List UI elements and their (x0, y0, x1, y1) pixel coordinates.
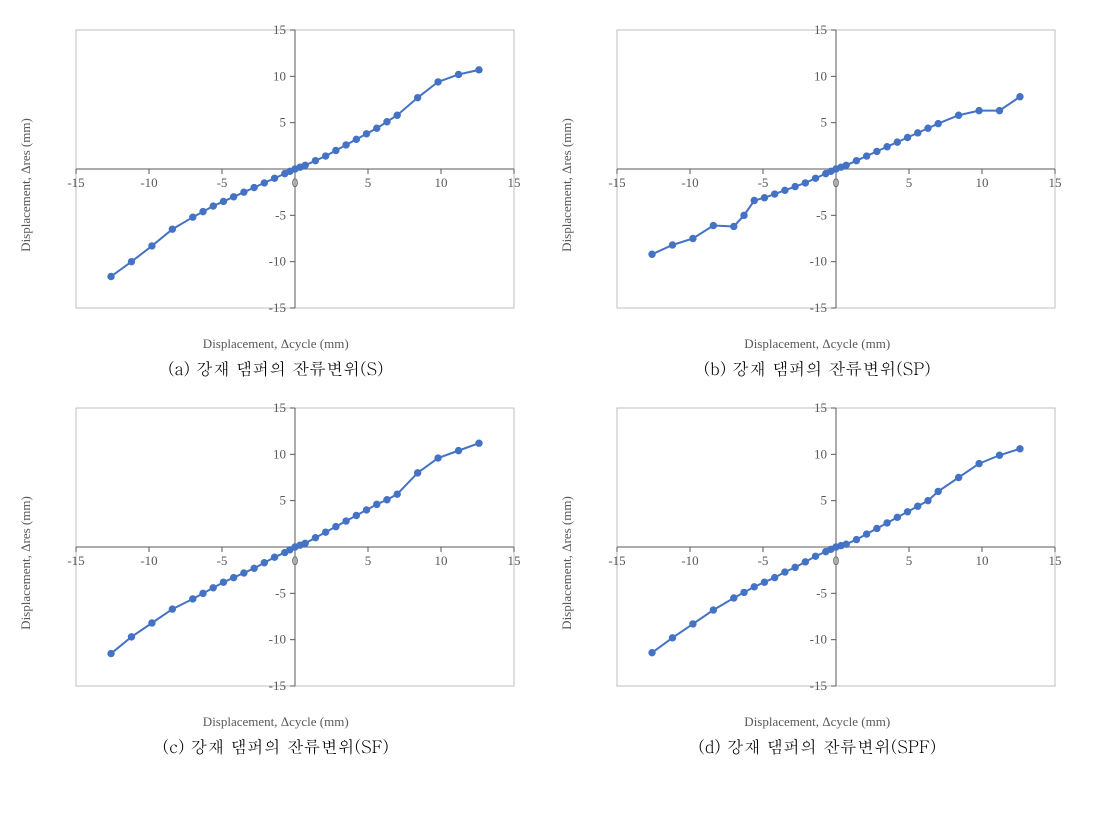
svg-text:-10: -10 (682, 553, 699, 568)
svg-text:5: 5 (279, 115, 286, 130)
svg-text:15: 15 (814, 22, 827, 37)
chart-svg-c: -15 -10 -5 0 5 10 15 -15 -10 -5 5 10 15 (26, 398, 526, 708)
chart-wrap-d: Displacement, Δres (mm) -15-10-5051015-1… (567, 398, 1067, 728)
svg-text:5: 5 (821, 115, 828, 130)
svg-text:-15: -15 (609, 553, 626, 568)
svg-text:15: 15 (814, 400, 827, 415)
svg-text:5: 5 (821, 493, 828, 508)
svg-text:-10: -10 (682, 175, 699, 190)
chart-svg-a: -15 -10 -5 0 5 10 15 -15 -10 -5 5 10 15 (26, 20, 526, 330)
svg-text:10: 10 (976, 175, 989, 190)
svg-text:-5: -5 (816, 207, 827, 222)
svg-text:15: 15 (507, 175, 520, 190)
svg-text:10: 10 (273, 446, 286, 461)
svg-text:15: 15 (273, 22, 286, 37)
panel-a: Displacement, Δres (mm) -15-10-5051015-1… (20, 20, 532, 380)
chart-svg-d: -15 -10 -5 0 5 10 15 -15 -10 -5 5 10 15 (567, 398, 1067, 708)
caption-d: (d) 강재 댐퍼의 잔류변위(SPF) (698, 734, 936, 758)
svg-text:5: 5 (365, 175, 372, 190)
ylabel-b: Displacement, Δres (mm) (559, 118, 575, 252)
xlabel-a: Displacement, Δcycle (mm) (203, 336, 349, 352)
panel-b: Displacement, Δres (mm) -15-10-5051015-1… (562, 20, 1074, 380)
svg-text:-5: -5 (216, 175, 227, 190)
svg-text:5: 5 (906, 553, 913, 568)
svg-text:-10: -10 (268, 254, 285, 269)
svg-text:-15: -15 (67, 175, 84, 190)
svg-text:-5: -5 (216, 553, 227, 568)
svg-text:-5: -5 (816, 585, 827, 600)
svg-text:15: 15 (273, 400, 286, 415)
svg-text:5: 5 (365, 553, 372, 568)
svg-text:-15: -15 (810, 300, 827, 315)
chart-wrap-c: Displacement, Δres (mm) -15-10-5051015-1… (26, 398, 526, 728)
svg-text:-5: -5 (758, 175, 769, 190)
xlabel-c: Displacement, Δcycle (mm) (203, 714, 349, 730)
caption-c: (c) 강재 댐퍼의 잔류변위(SF) (163, 734, 389, 758)
svg-text:-15: -15 (810, 678, 827, 693)
caption-b: (b) 강재 댐퍼의 잔류변위(SP) (704, 356, 931, 380)
svg-text:-10: -10 (140, 175, 157, 190)
caption-a: (a) 강재 댐퍼의 잔류변위(S) (168, 356, 383, 380)
svg-text:-15: -15 (67, 553, 84, 568)
svg-text:5: 5 (906, 175, 913, 190)
svg-text:-5: -5 (275, 585, 286, 600)
chart-grid: Displacement, Δres (mm) -15-10-5051015-1… (20, 20, 1073, 758)
svg-text:-10: -10 (810, 254, 827, 269)
svg-text:-10: -10 (810, 632, 827, 647)
ylabel-c: Displacement, Δres (mm) (18, 496, 34, 630)
svg-text:15: 15 (507, 553, 520, 568)
svg-text:15: 15 (1049, 175, 1062, 190)
ylabel-d: Displacement, Δres (mm) (559, 496, 575, 630)
svg-text:-10: -10 (140, 553, 157, 568)
svg-text:5: 5 (279, 493, 286, 508)
svg-text:10: 10 (434, 553, 447, 568)
svg-text:10: 10 (976, 553, 989, 568)
svg-text:10: 10 (273, 68, 286, 83)
svg-text:0: 0 (833, 553, 840, 568)
svg-text:15: 15 (1049, 553, 1062, 568)
chart-wrap-b: Displacement, Δres (mm) -15-10-5051015-1… (567, 20, 1067, 350)
panel-c: Displacement, Δres (mm) -15-10-5051015-1… (20, 398, 532, 758)
svg-text:0: 0 (292, 553, 299, 568)
svg-text:-15: -15 (268, 300, 285, 315)
svg-text:-5: -5 (275, 207, 286, 222)
xlabel-b: Displacement, Δcycle (mm) (744, 336, 890, 352)
svg-text:0: 0 (292, 175, 299, 190)
svg-text:10: 10 (434, 175, 447, 190)
panel-d: Displacement, Δres (mm) -15-10-5051015-1… (562, 398, 1074, 758)
chart-wrap-a: Displacement, Δres (mm) -15-10-5051015-1… (26, 20, 526, 350)
ylabel-a: Displacement, Δres (mm) (18, 118, 34, 252)
svg-text:-15: -15 (268, 678, 285, 693)
svg-text:-15: -15 (609, 175, 626, 190)
svg-text:10: 10 (814, 446, 827, 461)
xlabel-d: Displacement, Δcycle (mm) (744, 714, 890, 730)
svg-text:-5: -5 (758, 553, 769, 568)
svg-text:10: 10 (814, 68, 827, 83)
svg-text:-10: -10 (268, 632, 285, 647)
chart-svg-b: -15 -10 -5 0 5 10 15 -15 -10 -5 5 10 15 (567, 20, 1067, 330)
svg-text:0: 0 (833, 175, 840, 190)
